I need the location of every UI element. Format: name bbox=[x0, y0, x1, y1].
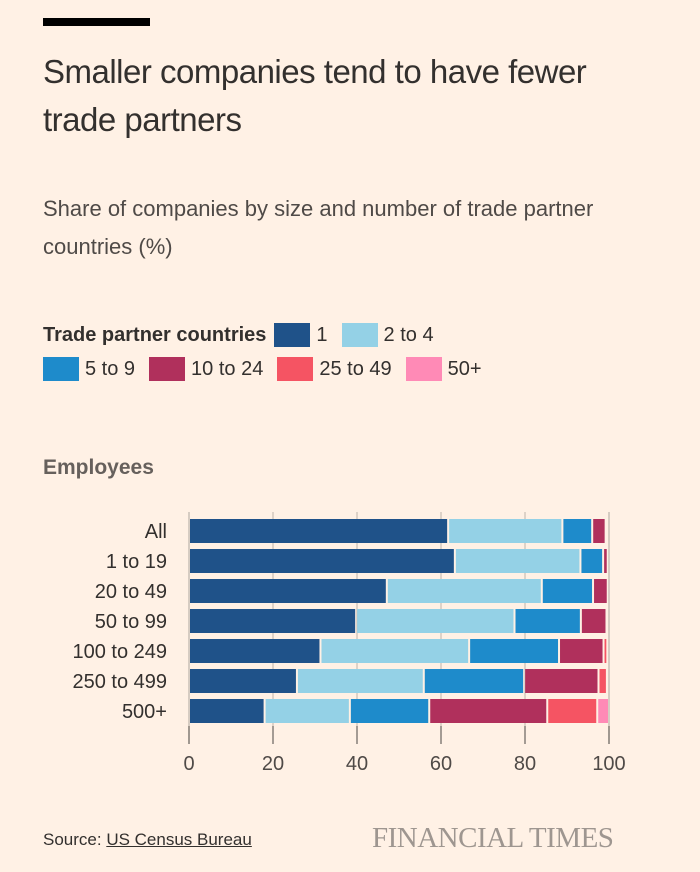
bar-segment bbox=[350, 699, 429, 723]
bar-segment bbox=[581, 609, 606, 633]
bar-segment bbox=[424, 669, 524, 693]
legend-item: 1 bbox=[274, 323, 328, 347]
legend-item: 5 to 9 bbox=[43, 357, 135, 381]
x-tick-label: 40 bbox=[346, 753, 368, 775]
bar-segment bbox=[265, 699, 349, 723]
bar-segment bbox=[190, 519, 448, 543]
x-tick-label: 60 bbox=[430, 753, 452, 775]
category-label: 1 to 19 bbox=[106, 551, 167, 573]
bar-segment bbox=[470, 639, 559, 663]
category-label: 100 to 249 bbox=[72, 641, 167, 663]
bar-segment bbox=[563, 519, 592, 543]
legend-swatch bbox=[43, 357, 79, 381]
bar-segment bbox=[525, 669, 598, 693]
bar-segment bbox=[297, 669, 423, 693]
legend-label: 25 to 49 bbox=[319, 357, 392, 380]
source-prefix: Source: bbox=[43, 830, 107, 849]
category-label: 20 to 49 bbox=[95, 581, 167, 603]
bar-segment bbox=[190, 609, 356, 633]
legend-swatch bbox=[341, 323, 378, 347]
legend-title: Trade partner countries bbox=[43, 323, 267, 346]
legend-swatch bbox=[405, 357, 442, 381]
bar-segment bbox=[515, 609, 580, 633]
bar-segment bbox=[593, 519, 605, 543]
bar-segment bbox=[581, 549, 603, 573]
legend-label: 50+ bbox=[447, 357, 482, 380]
bar-segment bbox=[449, 519, 562, 543]
bar-segment bbox=[190, 699, 264, 723]
source-note: Source: US Census Bureau bbox=[43, 830, 252, 850]
bar-segment bbox=[560, 639, 603, 663]
bar-segment bbox=[548, 699, 597, 723]
bar-segment bbox=[430, 699, 547, 723]
legend-label: 1 bbox=[316, 323, 328, 346]
bar-segment bbox=[598, 699, 608, 723]
x-tick-label: 0 bbox=[183, 753, 194, 775]
x-tick-label: 20 bbox=[262, 753, 284, 775]
bar-segment bbox=[455, 549, 580, 573]
legend-swatch bbox=[149, 357, 186, 381]
bar-segment bbox=[542, 579, 593, 603]
chart-subtitle: Share of companies by size and number of… bbox=[43, 196, 594, 259]
bar-segment bbox=[190, 669, 296, 693]
legend-label: 2 to 4 bbox=[383, 323, 434, 346]
legend-label: 10 to 24 bbox=[191, 357, 264, 380]
bar-segment bbox=[599, 669, 606, 693]
bar-segment bbox=[387, 579, 541, 603]
legend-swatch bbox=[277, 357, 314, 381]
y-axis-title: Employees bbox=[43, 456, 154, 479]
legend-item: 2 to 4 bbox=[341, 323, 434, 347]
legend-row-1: Trade partner countries 1 2 to 4 bbox=[43, 318, 663, 352]
bar-segment bbox=[190, 639, 320, 663]
header-accent-bar bbox=[43, 18, 150, 26]
bar-segment bbox=[594, 579, 607, 603]
source-link[interactable]: US Census Bureau bbox=[106, 830, 252, 849]
legend-item: 10 to 24 bbox=[149, 357, 263, 381]
legend-swatch bbox=[274, 323, 311, 347]
bar-segment bbox=[190, 579, 386, 603]
legend-row-2: 5 to 9 10 to 24 25 to 49 50+ bbox=[43, 352, 663, 386]
x-tick-label: 100 bbox=[592, 753, 625, 775]
chart-title: Smaller companies tend to have fewer tra… bbox=[43, 53, 587, 138]
ft-logo: FINANCIAL TIMES bbox=[372, 822, 614, 854]
bar-segment bbox=[357, 609, 514, 633]
legend-item: 25 to 49 bbox=[277, 357, 392, 381]
category-label: All bbox=[145, 521, 167, 543]
category-label: 50 to 99 bbox=[95, 611, 167, 633]
category-label: 500+ bbox=[122, 701, 167, 723]
x-tick-label: 80 bbox=[514, 753, 536, 775]
legend-label: 5 to 9 bbox=[85, 357, 136, 380]
legend: Trade partner countries 1 2 to 4 5 to 9 … bbox=[43, 318, 663, 386]
bar-segment bbox=[321, 639, 469, 663]
bar-segment bbox=[604, 639, 607, 663]
category-label: 250 to 499 bbox=[72, 671, 167, 693]
bar-segment bbox=[190, 549, 454, 573]
bar-segment bbox=[604, 549, 607, 573]
stacked-bar-chart: 0 20 40 60 80 100 All 1 to 19 20 to 49 50 to 99 10… bbox=[72, 512, 626, 775]
legend-item: 50+ bbox=[405, 357, 482, 381]
